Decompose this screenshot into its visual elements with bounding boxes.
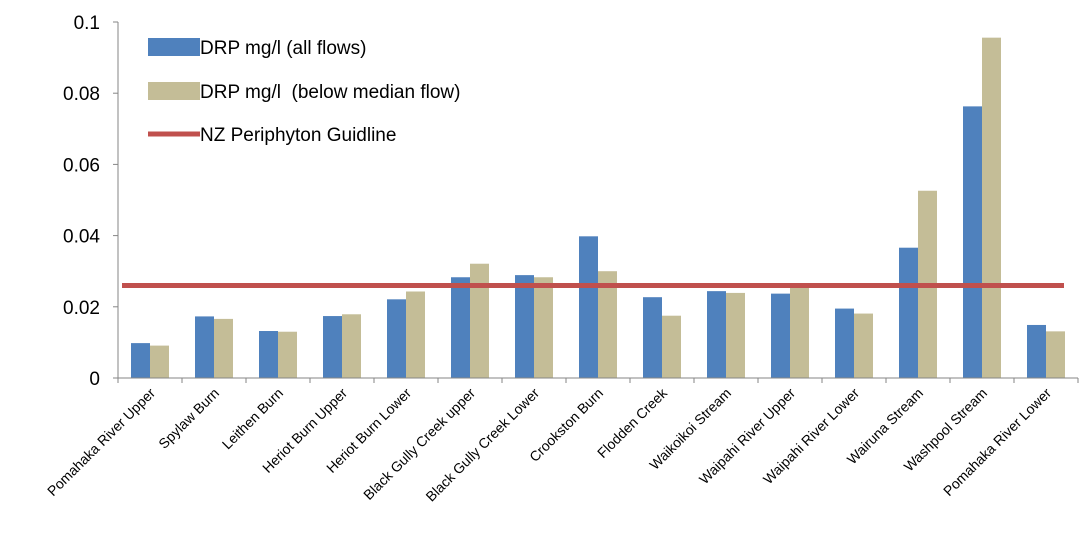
bar-series-0-14 (1027, 324, 1046, 378)
bar-series-0-8 (643, 297, 662, 378)
axes-layer (113, 21, 1079, 383)
y-tick-label: 0.1 (74, 13, 100, 34)
x-category-label: Pomahaka River Lower (940, 385, 1054, 499)
bar-series-1-3 (342, 314, 361, 378)
bar-series-1-9 (726, 292, 745, 378)
bar-series-0-13 (963, 106, 982, 379)
y-tick-labels: 0 0.02 0.04 0.06 0.08 0.1 (63, 13, 100, 390)
bar-series-1-0 (150, 345, 169, 378)
x-category-label: Spylaw Burn (155, 385, 222, 452)
bar-series-1-6 (534, 277, 553, 378)
bar-series-0-7 (579, 236, 598, 378)
bar-series-0-2 (259, 331, 278, 378)
bar-series-1-4 (406, 291, 425, 378)
bar-series-0-0 (131, 343, 150, 378)
bar-series-1-13 (982, 37, 1001, 378)
legend: DRP mg/l (all flows) DRP mg/l (below med… (148, 38, 460, 146)
bar-series-1-10 (790, 286, 809, 378)
y-tick-label: 0.04 (63, 227, 100, 248)
bar-series-1-7 (598, 271, 617, 378)
y-tick-label: 0.02 (63, 298, 100, 319)
y-tick-label: 0 (89, 369, 100, 390)
y-tick-label: 0.06 (63, 155, 100, 176)
x-category-label: Black Gully Creek Lower (422, 385, 542, 505)
x-category-label: Leithen Burn (219, 385, 286, 452)
bar-series-0-3 (323, 316, 342, 378)
legend-label-below-median: DRP mg/l (below median flow) (200, 82, 460, 103)
y-tick-label: 0.08 (63, 84, 100, 105)
x-category-label: Pomahaka River Upper (44, 385, 158, 499)
bar-series-0-1 (195, 316, 214, 378)
bar-series-1-11 (854, 313, 873, 378)
x-category-label: Black Gully Creek upper (360, 385, 478, 503)
bars-layer (131, 37, 1065, 379)
bar-series-0-10 (771, 293, 790, 378)
bar-series-1-14 (1046, 331, 1065, 378)
bar-series-0-5 (451, 277, 470, 378)
bar-series-1-5 (470, 263, 489, 378)
legend-label-all-flows: DRP mg/l (all flows) (200, 38, 366, 59)
legend-swatch-below-median (148, 82, 200, 100)
bar-series-0-11 (835, 308, 854, 378)
bar-series-1-2 (278, 331, 297, 378)
bar-series-0-12 (899, 247, 918, 378)
legend-swatch-all-flows (148, 38, 200, 56)
legend-label-guideline: NZ Periphyton Guidline (200, 125, 396, 146)
bar-series-1-8 (662, 315, 681, 378)
bar-series-1-1 (214, 318, 233, 378)
bar-series-0-4 (387, 299, 406, 378)
bar-series-0-6 (515, 275, 534, 378)
bar-series-0-9 (707, 291, 726, 378)
